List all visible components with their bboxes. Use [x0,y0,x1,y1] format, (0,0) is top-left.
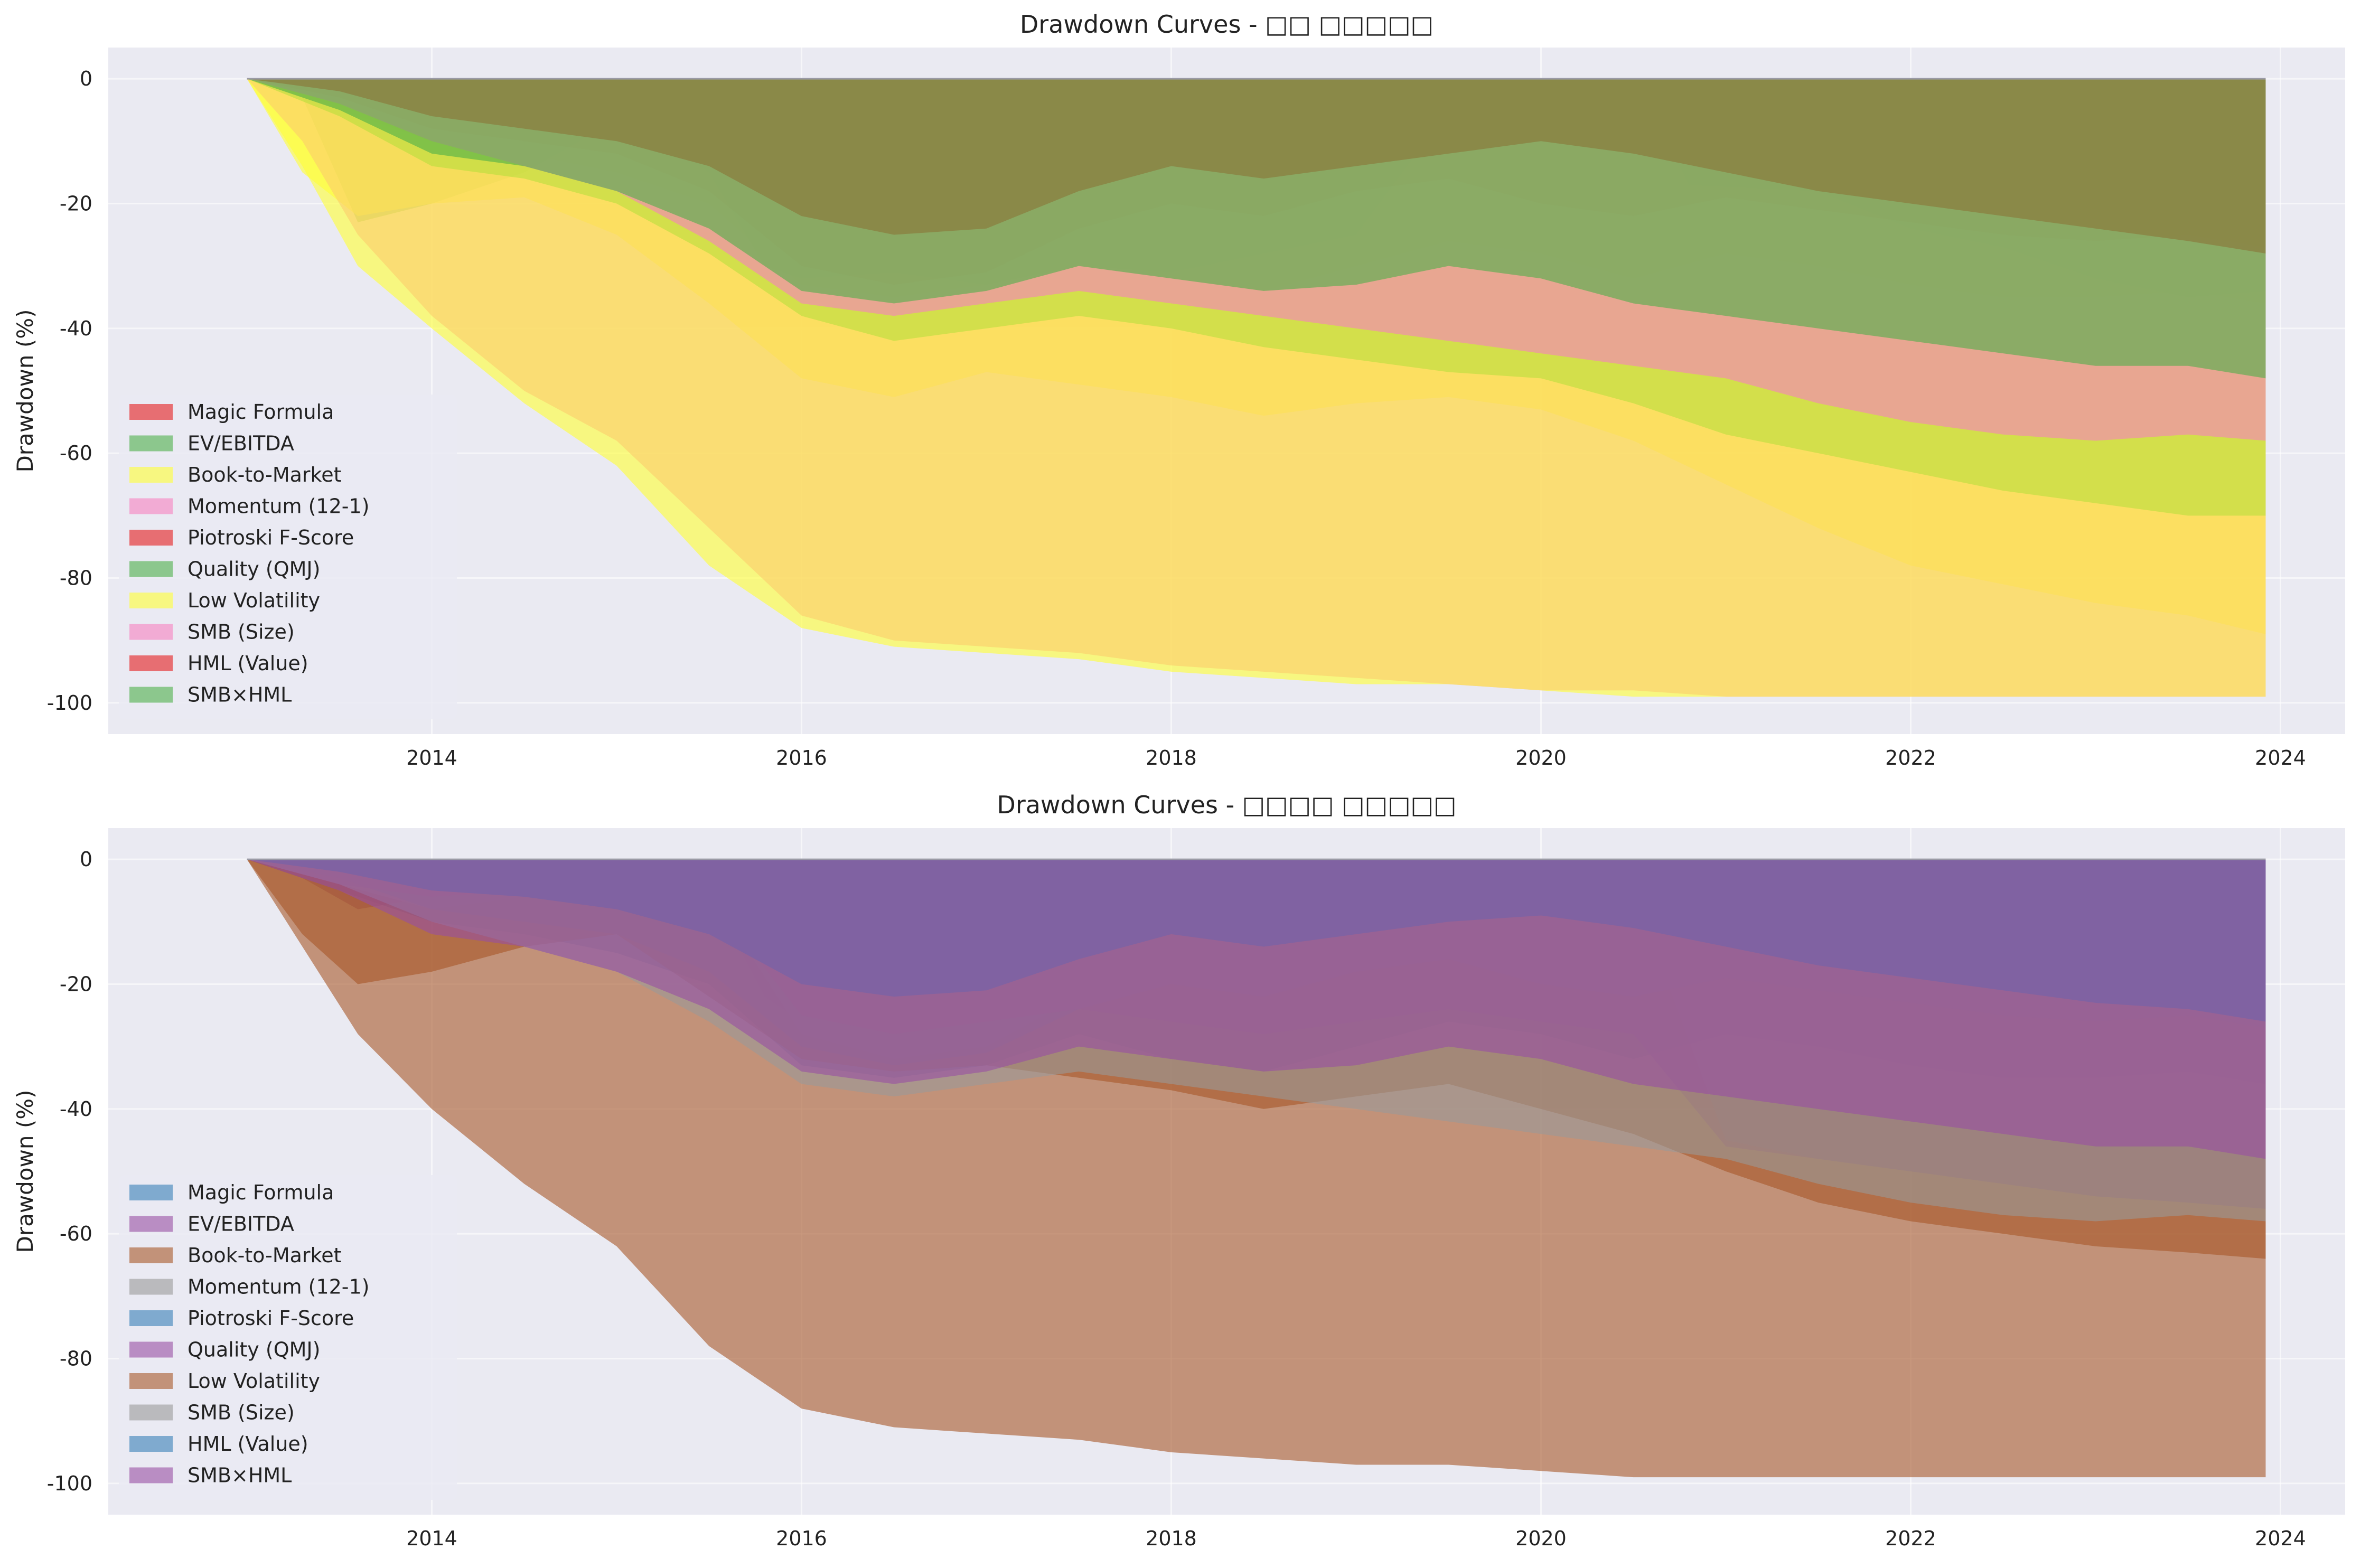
legend-label: EV/EBITDA [188,1213,294,1236]
legend-label: Magic Formula [188,400,334,424]
legend-label: Book-to-Market [188,1244,341,1267]
area-series-smb-hml [247,79,2266,379]
legend-swatch [129,687,173,703]
legend-label: HML (Value) [188,652,308,675]
area-series-smb-hml [247,859,2266,1159]
x-tick-label: 2020 [1515,1527,1567,1550]
legend-swatch [129,1436,173,1452]
x-tick-label: 2014 [406,746,457,769]
y-tick-label: -20 [60,192,92,215]
y-tick-label: -40 [60,1097,92,1121]
legend-swatch [129,1216,173,1232]
legend-label: Low Volatility [188,1369,320,1393]
y-axis-label: Drawdown (%) [12,309,38,472]
chart-title: Drawdown Curves - □□ □□□□□ [1020,10,1434,39]
legend-swatch [129,498,173,514]
legend-label: SMB×HML [188,683,292,707]
legend-label: Book-to-Market [188,463,341,486]
legend [119,1175,457,1500]
x-tick-label: 2024 [2255,1527,2306,1550]
legend-label: HML (Value) [188,1432,308,1456]
legend-label: SMB (Size) [188,621,295,644]
chart-panel-top: 0 -20 -40 -60 -80 -100 2014 2016 2018 2020 2022 202… [12,10,2345,769]
y-tick-label: -60 [60,442,92,465]
y-tick-label: -80 [60,567,92,590]
legend-label: Piotroski F-Score [188,526,354,549]
legend-swatch [129,655,173,671]
legend-label: SMB×HML [188,1464,292,1487]
y-tick-label: 0 [80,67,92,90]
legend-swatch [129,1310,173,1326]
legend-label: Piotroski F-Score [188,1307,354,1330]
legend-label: SMB (Size) [188,1401,295,1424]
legend-swatch [129,593,173,608]
legend-swatch [129,1341,173,1358]
x-tick-label: 2016 [776,1527,827,1550]
area-series-group [247,79,2266,697]
legend-swatch [129,561,173,577]
legend-label: Quality (QMJ) [188,558,320,581]
legend-label: Momentum (12-1) [188,1275,370,1299]
x-tick-label: 2022 [1885,746,1936,769]
x-tick-label: 2018 [1146,1527,1197,1550]
legend-swatch [129,1467,173,1484]
y-tick-label: -100 [47,691,92,715]
legend-label: Quality (QMJ) [188,1338,320,1362]
legend [119,395,457,719]
legend-swatch [129,624,173,640]
legend-swatch [129,1247,173,1263]
legend-swatch [129,1404,173,1421]
y-tick-label: -40 [60,317,92,340]
x-tick-label: 2014 [406,1527,457,1550]
y-tick-label: -60 [60,1222,92,1245]
legend-label: EV/EBITDA [188,432,294,455]
legend-swatch [129,435,173,452]
legend-swatch [129,1279,173,1295]
area-series-group [247,859,2266,1478]
x-tick-label: 2020 [1515,746,1567,769]
legend-label: Momentum (12-1) [188,495,370,518]
x-tick-label: 2022 [1885,1527,1936,1550]
legend-swatch [129,467,173,483]
y-axis-label: Drawdown (%) [12,1090,38,1253]
legend-swatch [129,1185,173,1200]
y-tick-label: 0 [80,848,92,871]
x-tick-label: 2018 [1146,746,1197,769]
legend-label: Magic Formula [188,1181,334,1204]
chart-panel-bottom: 0 -20 -40 -60 -80 -100 2014 2016 2018 2020 2022 202… [12,791,2345,1550]
legend-swatch [129,530,173,546]
x-tick-label: 2016 [776,746,827,769]
y-tick-label: -100 [47,1472,92,1495]
chart-title: Drawdown Curves - □□□□ □□□□□ [997,791,1456,819]
legend-swatch [129,1373,173,1389]
x-tick-label: 2024 [2255,746,2306,769]
y-tick-label: -20 [60,972,92,996]
y-tick-label: -80 [60,1347,92,1370]
legend-swatch [129,404,173,420]
legend-label: Low Volatility [188,589,320,612]
